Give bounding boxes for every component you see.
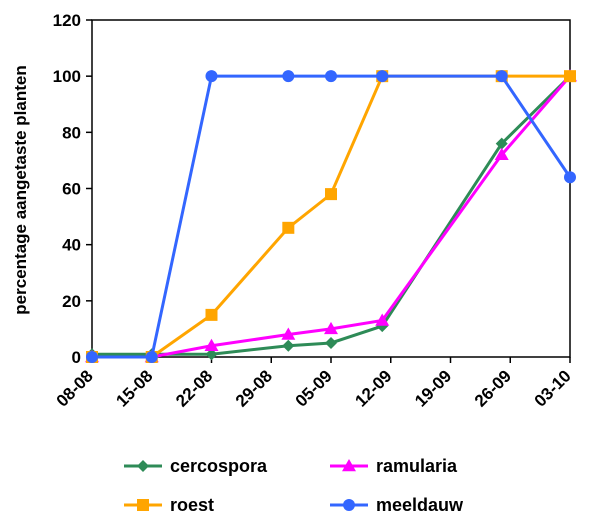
legend-marker-meeldauw (343, 499, 355, 511)
data-point-cercospora (495, 137, 508, 150)
series-line-meeldauw (92, 74, 572, 359)
y-tick-label: 120 (53, 11, 81, 30)
y-axis-title: percentage aangetaste planten (11, 65, 30, 314)
data-point-roest (325, 188, 337, 201)
data-point-meeldauw (376, 70, 389, 83)
legend-label-cercospora: cercospora (170, 456, 268, 476)
data-point-roest (564, 70, 576, 83)
data-point-cercospora (205, 348, 218, 361)
series-line-ramularia (92, 75, 572, 359)
data-point-ramularia (375, 313, 390, 326)
data-point-roest (205, 308, 218, 321)
x-tick-label: 15-08 (112, 366, 156, 410)
x-tick-label: 26-09 (471, 366, 515, 410)
series-line-cercospora (92, 75, 572, 356)
legend-marker-ramularia (342, 459, 356, 472)
data-point-cercospora (325, 336, 337, 349)
data-point-cercospora (282, 339, 295, 352)
legend-label-ramularia: ramularia (376, 456, 458, 476)
x-tick-label: 29-08 (232, 366, 276, 410)
x-tick-label: 03-10 (531, 366, 575, 410)
data-point-roest (282, 221, 295, 234)
legend-marker-roest (137, 499, 149, 511)
x-tick-label: 22-08 (172, 366, 216, 410)
x-tick-label: 19-09 (411, 366, 455, 410)
data-point-ramularia (494, 147, 509, 161)
data-point-meeldauw (564, 171, 576, 184)
legend-label-meeldauw: meeldauw (376, 495, 464, 515)
legend-label-roest: roest (170, 495, 214, 515)
data-point-ramularia (204, 338, 219, 352)
data-point-meeldauw (325, 70, 337, 83)
plot-area: 0 20 40 60 80 100 120 08-08 15-08 22-08 29-08 05-09… (53, 11, 577, 411)
data-point-meeldauw (282, 70, 295, 83)
data-point-ramularia (324, 321, 338, 335)
x-tick-label: 05-09 (292, 366, 336, 410)
y-tick-label: 100 (53, 67, 81, 86)
x-tick-label: 08-08 (53, 366, 97, 410)
data-point-meeldauw (86, 351, 98, 363)
legend: cercospora ramularia roest meeldauw (124, 456, 464, 515)
y-tick-label: 40 (62, 236, 81, 255)
data-point-meeldauw (145, 351, 158, 363)
data-point-meeldauw (495, 70, 508, 83)
y-tick-label: 0 (72, 348, 81, 367)
legend-marker-cercospora (137, 460, 149, 472)
x-tick-label: 12-09 (351, 366, 395, 410)
data-point-ramularia (281, 327, 296, 340)
y-axis-title-group: percentage aangetaste planten (11, 65, 30, 314)
y-tick-label: 60 (62, 180, 81, 199)
series-line-roest (92, 74, 570, 359)
y-tick-label: 20 (62, 292, 81, 311)
y-tick-label: 80 (62, 123, 81, 142)
data-point-meeldauw (205, 70, 218, 83)
